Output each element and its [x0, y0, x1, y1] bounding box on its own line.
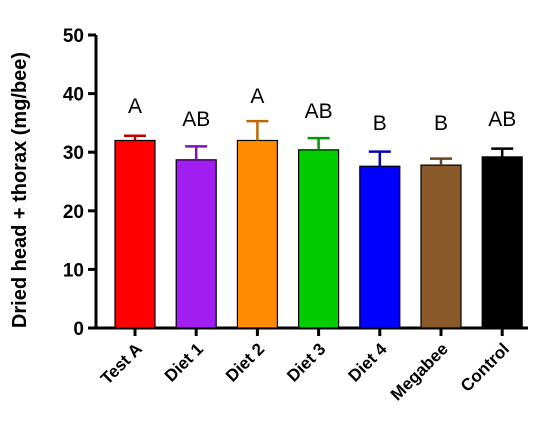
bar [236, 139, 278, 329]
y-tick-label: 30 [63, 143, 84, 164]
significance-letter: B [434, 112, 448, 135]
axes: 0 10 20 30 40 50 [63, 26, 528, 340]
category-label: Control [457, 339, 513, 395]
category-label: Test A [97, 339, 146, 388]
category-label: Diet 1 [161, 339, 207, 385]
y-tick-label: 50 [63, 26, 84, 47]
significance-letter: A [128, 95, 142, 118]
category-label: Megabee [387, 339, 452, 404]
bar [420, 164, 462, 329]
bars-group [114, 119, 523, 329]
bar [359, 165, 401, 329]
significance-letter: A [250, 85, 264, 108]
bar [175, 159, 217, 329]
y-tick-label: 10 [63, 260, 84, 281]
y-axis-title: Dried head + thorax (mg/bee) [9, 52, 31, 328]
significance-letter: AB [305, 100, 333, 123]
y-tick-label: 20 [63, 202, 84, 223]
significance-letter: AB [488, 108, 516, 131]
significance-letter: AB [182, 108, 210, 131]
y-tick-label: 40 [63, 85, 84, 106]
bar [114, 139, 156, 329]
category-label: Diet 3 [283, 339, 329, 385]
y-tick-label: 0 [73, 319, 84, 340]
category-label: Diet 4 [344, 339, 391, 386]
category-label: Diet 2 [222, 339, 268, 385]
bar [298, 149, 340, 329]
bar [481, 156, 523, 329]
significance-letter: B [373, 112, 387, 135]
